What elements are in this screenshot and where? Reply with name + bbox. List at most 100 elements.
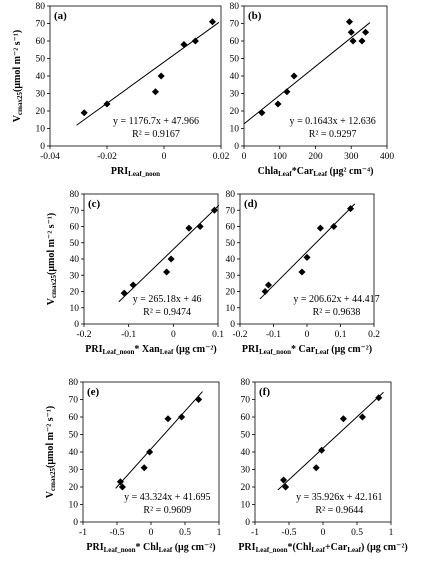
data-point <box>163 268 171 276</box>
x-axis-label: PRILeaf_noon* XanLeaf (μg cm⁻²) <box>85 344 216 356</box>
data-point <box>290 72 298 80</box>
data-point <box>185 224 193 232</box>
data-point <box>358 413 366 421</box>
data-point <box>274 100 282 108</box>
x-tick-label: 0.5 <box>351 528 363 538</box>
x-tick-label: -0.1 <box>121 330 136 340</box>
x-tick-label: 400 <box>380 152 395 162</box>
y-tick-label: 0 <box>74 320 79 330</box>
y-tick-label: 70 <box>230 20 240 30</box>
x-axis-label: PRILeaf_noon* CarLeaf (μg cm⁻²) <box>242 344 372 356</box>
data-point <box>118 483 126 491</box>
data-point <box>116 478 124 486</box>
panel-label: (d) <box>244 198 258 210</box>
data-point <box>140 464 148 472</box>
x-tick-label: 1 <box>217 528 222 538</box>
panel-label: (f) <box>259 386 270 398</box>
x-tick-label: 0 <box>321 528 326 538</box>
x-tick-label: -0.02 <box>97 152 117 162</box>
chart-panel-d: 0 10 20 30 40 50 60 70 80 -0.2 -0.1 0 0.1 0.2 (d) y = 2… <box>226 190 381 356</box>
y-tick-label: 80 <box>69 378 79 388</box>
data-point <box>316 224 324 232</box>
x-tick-label: -0.5 <box>281 528 296 538</box>
y-axis-label: Vcmax25(μmol m⁻² s⁻¹) <box>45 406 57 498</box>
y-tick-label: 30 <box>36 90 46 100</box>
r-squared: R² = 0.9297 <box>309 129 357 140</box>
panel-label: (a) <box>54 10 67 22</box>
x-tick-label: 100 <box>273 152 288 162</box>
data-point <box>208 18 216 26</box>
chart-panel-a: 0 10 20 30 40 50 60 70 80 -0.04 -0.02 0 0.02 (a) y = 1… <box>36 2 230 178</box>
x-axis-label: PRILeaf_noon* ChlLeaf (μg cm⁻²) <box>86 542 215 554</box>
x-tick-label: -0.2 <box>76 330 91 340</box>
y-tick-label: 30 <box>230 90 240 100</box>
y-tick-label: 50 <box>69 431 79 441</box>
y-tick-label: 70 <box>226 206 236 216</box>
data-point <box>303 253 311 261</box>
y-tick-label: 10 <box>70 304 80 314</box>
trendline <box>259 203 356 300</box>
data-point <box>264 281 273 289</box>
y-tick-label: 0 <box>40 142 45 152</box>
y-tick-label: 60 <box>69 413 79 423</box>
data-point <box>258 109 266 117</box>
data-point <box>339 415 347 423</box>
data-point <box>280 476 288 484</box>
regression-equation: y = 206.62x + 44.417 <box>293 294 379 305</box>
x-axis-label: ChlaLeaf*CarLeaf (μg² cm⁻⁴) <box>258 166 374 178</box>
panel-label: (c) <box>88 198 101 210</box>
regression-equation: y = 35.926x + 42.161 <box>296 492 382 503</box>
data-point <box>180 40 188 49</box>
data-point <box>349 37 357 45</box>
data-point <box>261 287 269 296</box>
y-tick-label: 20 <box>241 483 251 493</box>
y-tick-label: 40 <box>241 448 251 458</box>
data-point <box>157 72 165 80</box>
x-tick-label: 0.1 <box>212 330 224 340</box>
regression-equation: y = 265.18x + 46 <box>133 294 202 305</box>
y-tick-label: 30 <box>241 466 251 476</box>
x-tick-label: 0 <box>305 330 310 340</box>
regression-equation: y = 0.1643x + 12.636 <box>290 116 376 127</box>
data-point <box>362 28 370 36</box>
y-tick-label: 80 <box>226 190 236 200</box>
data-point <box>358 37 366 45</box>
y-tick-label: 0 <box>230 320 235 330</box>
y-tick-label: 70 <box>70 206 80 216</box>
y-axis-label: Vcmax25(μmol m⁻² s⁻¹) <box>12 30 24 122</box>
y-tick-label: 40 <box>69 448 79 458</box>
y-tick-label: 30 <box>226 271 236 281</box>
y-tick-label: 30 <box>70 271 80 281</box>
r-squared: R² = 0.9609 <box>143 505 191 516</box>
x-axis-label: PRILeaf_noon*(ChlLeaf+CarLeaf) (μg cm⁻²) <box>238 542 407 554</box>
y-tick-label: 70 <box>69 396 79 406</box>
y-tick-label: 20 <box>36 107 46 117</box>
x-tick-label: 300 <box>344 152 359 162</box>
y-tick-label: 40 <box>226 255 236 265</box>
data-point <box>120 289 128 297</box>
y-tick-label: 0 <box>234 142 239 152</box>
y-tick-label: 0 <box>73 518 78 528</box>
data-point <box>283 88 291 96</box>
data-point <box>80 109 88 117</box>
y-tick-label: 0 <box>245 518 250 528</box>
y-tick-label: 20 <box>70 288 80 298</box>
data-point <box>167 255 175 263</box>
x-tick-label: 0.5 <box>179 528 191 538</box>
regression-equation: y = 43.324x + 41.695 <box>124 492 210 503</box>
y-tick-label: 40 <box>36 72 46 82</box>
data-point <box>298 268 306 276</box>
r-squared: R² = 0.9474 <box>143 307 191 318</box>
data-point <box>347 28 355 36</box>
y-tick-label: 60 <box>226 223 236 233</box>
x-tick-label: -1 <box>79 528 87 538</box>
y-tick-label: 40 <box>230 72 240 82</box>
r-squared: R² = 0.9167 <box>132 129 180 140</box>
data-point <box>210 206 218 214</box>
chart-panel-e: 0 10 20 30 40 50 60 70 80 -1 -0.5 0 0.5 1 (e) y = 43.32… <box>69 378 222 554</box>
y-tick-label: 50 <box>230 55 240 65</box>
y-tick-label: 40 <box>70 255 80 265</box>
data-point <box>151 88 159 96</box>
x-tick-label: -0.5 <box>109 528 124 538</box>
y-tick-label: 20 <box>69 483 79 493</box>
